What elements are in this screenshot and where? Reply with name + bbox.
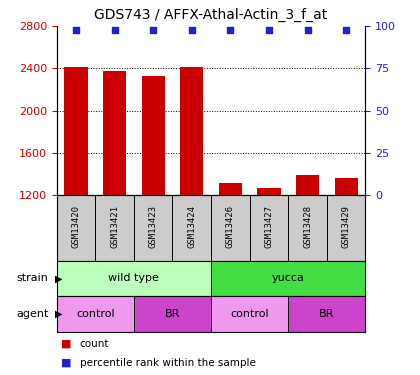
Text: GSM13421: GSM13421 [110, 205, 119, 248]
Point [111, 27, 118, 33]
Title: GDS743 / AFFX-Athal-Actin_3_f_at: GDS743 / AFFX-Athal-Actin_3_f_at [94, 8, 328, 22]
Bar [296, 175, 319, 195]
Bar [103, 71, 126, 195]
Point [227, 27, 234, 33]
Text: GSM13424: GSM13424 [187, 205, 196, 248]
Text: count: count [80, 339, 109, 349]
Bar [211, 296, 288, 332]
Bar [64, 67, 88, 195]
Bar [142, 76, 165, 195]
Point [73, 27, 79, 33]
Text: agent: agent [16, 309, 48, 319]
Text: percentile rank within the sample: percentile rank within the sample [80, 358, 256, 368]
Bar [134, 296, 211, 332]
Bar [288, 296, 365, 332]
Point [150, 27, 157, 33]
Text: BR: BR [165, 309, 180, 319]
Text: strain: strain [16, 273, 48, 284]
Text: yucca: yucca [272, 273, 304, 284]
Text: control: control [230, 309, 269, 319]
Bar [334, 178, 358, 195]
Text: GSM13423: GSM13423 [149, 205, 158, 248]
Text: GSM13428: GSM13428 [303, 205, 312, 248]
Point [304, 27, 311, 33]
Bar [219, 183, 242, 195]
Bar [57, 296, 134, 332]
Point [265, 27, 272, 33]
Text: GSM13429: GSM13429 [341, 205, 351, 248]
Text: GSM13420: GSM13420 [71, 205, 81, 248]
Text: GSM13427: GSM13427 [265, 205, 273, 248]
Point [189, 27, 195, 33]
Text: control: control [76, 309, 115, 319]
Text: ▶: ▶ [55, 309, 62, 319]
Point [343, 27, 349, 33]
Bar [180, 67, 203, 195]
Text: ▶: ▶ [55, 273, 62, 284]
Bar [257, 188, 281, 195]
Bar [57, 261, 211, 296]
Text: ■: ■ [61, 339, 71, 349]
Text: GSM13426: GSM13426 [226, 205, 235, 248]
Text: BR: BR [319, 309, 334, 319]
Bar [211, 261, 365, 296]
Text: ■: ■ [61, 358, 71, 368]
Text: wild type: wild type [108, 273, 159, 284]
